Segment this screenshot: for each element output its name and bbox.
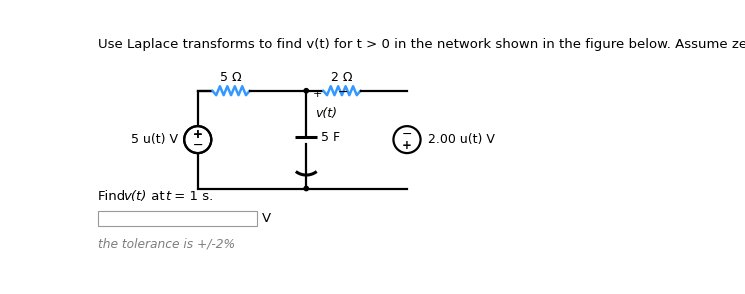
Text: 2 Ω: 2 Ω	[331, 71, 352, 84]
Circle shape	[185, 127, 211, 152]
Text: v(t): v(t)	[123, 190, 146, 203]
Text: at: at	[147, 190, 168, 203]
Text: 5 u(t) V: 5 u(t) V	[131, 133, 178, 146]
Text: 5 F: 5 F	[321, 131, 340, 144]
Text: t: t	[165, 190, 171, 203]
Text: 5 Ω: 5 Ω	[221, 71, 242, 84]
Text: v(t): v(t)	[316, 107, 337, 120]
Text: 2.00 u(t) V: 2.00 u(t) V	[428, 133, 495, 146]
Text: Use Laplace transforms to find v(t) for t > 0 in the network shown in the figure: Use Laplace transforms to find v(t) for …	[98, 38, 745, 51]
Circle shape	[304, 88, 308, 93]
Text: −: −	[192, 138, 203, 151]
Text: −: −	[192, 138, 203, 151]
Text: −: −	[337, 86, 348, 99]
Text: +: +	[312, 89, 322, 99]
FancyBboxPatch shape	[98, 211, 256, 226]
Text: = 1 s.: = 1 s.	[170, 190, 213, 203]
Text: +: +	[402, 138, 412, 151]
Text: Find: Find	[98, 190, 130, 203]
Text: the tolerance is +/-2%: the tolerance is +/-2%	[98, 237, 235, 250]
Text: +: +	[193, 128, 203, 141]
Text: −: −	[402, 128, 412, 141]
Circle shape	[394, 127, 419, 152]
Circle shape	[304, 186, 308, 191]
Text: V: V	[262, 212, 271, 225]
Text: +: +	[193, 128, 203, 141]
